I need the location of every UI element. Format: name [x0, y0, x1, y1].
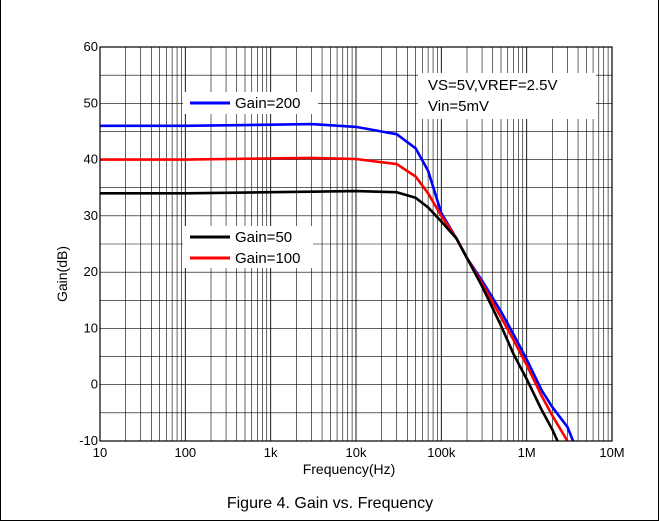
legend-label-gain-50: Gain=50 [235, 229, 292, 246]
annotation-line-1: VS=5V,VREF=2.5V [428, 77, 558, 94]
x-axis-label: Frequency(Hz) [303, 461, 396, 477]
figure-caption: Figure 4. Gain vs. Frequency [227, 495, 433, 512]
y-axis-label: Gain(dB) [54, 246, 70, 302]
x-tick-label: 10k [346, 445, 367, 460]
annotation-line-2: Vin=5mV [428, 98, 489, 115]
x-tick-label: 10 [93, 445, 107, 460]
y-tick-label: 50 [84, 95, 98, 110]
y-tick-label: 30 [84, 208, 98, 223]
series-line-gain-100 [100, 156, 569, 442]
legend-top: Gain=200 [183, 92, 318, 114]
x-tick-label: 1M [518, 445, 536, 460]
x-tick-labels: 10 100 1k 10k 100k 1M 10M [93, 445, 625, 460]
x-tick-label: 10M [599, 445, 624, 460]
x-tick-label: 100k [427, 445, 456, 460]
condition-annotation: VS=5V,VREF=2.5V Vin=5mV [418, 73, 596, 119]
y-tick-label: 60 [84, 39, 98, 54]
y-tick-labels: -10 0 10 20 30 40 50 60 [79, 39, 98, 448]
series-line-gain-50 [100, 189, 559, 442]
y-tick-label: 10 [84, 320, 98, 335]
legend-label-gain-200: Gain=200 [235, 95, 300, 112]
x-tick-label: 100 [174, 445, 196, 460]
x-tick-label: 1k [264, 445, 278, 460]
legend-label-gain-100: Gain=100 [235, 250, 300, 267]
legend-middle: Gain=50 Gain=100 [183, 226, 313, 268]
series-line-gain-200 [100, 122, 575, 442]
y-tick-label: 40 [84, 152, 98, 167]
series-lines [100, 122, 575, 442]
y-tick-label: 20 [84, 264, 98, 279]
plot-border [99, 46, 613, 442]
y-tick-label: 0 [91, 377, 98, 392]
y-tick-label: -10 [79, 433, 98, 448]
